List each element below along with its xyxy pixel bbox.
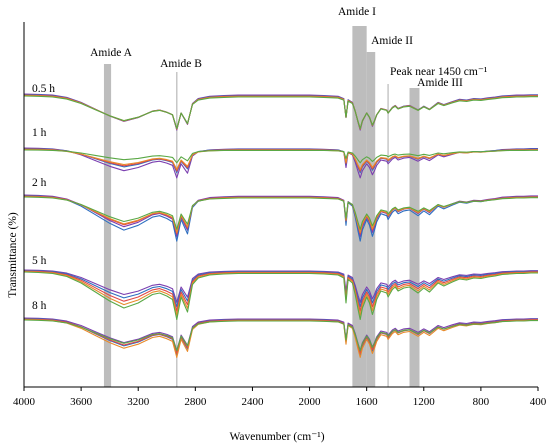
spectrum-line-3-3 (23, 270, 538, 316)
x-tick-label-7: 1200 (413, 396, 436, 408)
spectrum-line-2-4 (23, 196, 538, 230)
band-label-1: Amide B (160, 58, 202, 70)
time-label-2: 2 h (32, 177, 47, 189)
x-tick-label-2: 3200 (127, 396, 150, 408)
x-tick-label-9: 400 (530, 396, 547, 408)
time-label-1: 1 h (32, 127, 47, 139)
band-label-0: Amide A (90, 47, 133, 59)
time-label-0: 0.5 h (32, 83, 55, 95)
spectrum-line-1-4 (23, 149, 538, 164)
group-1 (23, 147, 538, 179)
spectra-series (23, 93, 538, 358)
time-label-4: 8 h (32, 300, 47, 312)
plot-frame (23, 22, 538, 388)
x-axis-title: Wavenumber (cm⁻¹) (229, 431, 324, 443)
band-region-4 (387, 84, 389, 387)
x-tick-label-8: 800 (473, 396, 490, 408)
spectrum-line-3-1 (23, 269, 538, 308)
group-3 (23, 269, 538, 321)
group-2 (23, 194, 538, 242)
time-label-3: 5 h (32, 255, 47, 267)
band-region-0 (103, 64, 112, 387)
spectrum-line-3-2 (23, 270, 538, 312)
spectrum-line-4-4 (23, 319, 538, 352)
band-region-5 (409, 88, 420, 387)
spectrum-line-0-4 (23, 95, 538, 130)
band-label-5: Amide III (417, 77, 463, 89)
spectrum-line-3-4 (23, 271, 538, 321)
spectrum-line-4-3 (23, 318, 538, 358)
x-axis-ticks: 4000 3600 3200 2800 2400 2000 1600 1200 800 400 (13, 387, 547, 408)
band-region-3 (366, 52, 376, 387)
y-axis-title: Transmittance (%) (7, 212, 19, 298)
spectrum-line-3-0 (23, 269, 538, 303)
annotation-labels: Amide A Amide B Amide I Amide II Peak near 1… (32, 6, 488, 312)
x-tick-label-4: 2400 (241, 396, 264, 408)
group-0 (23, 93, 538, 131)
x-tick-label-0: 4000 (13, 396, 36, 408)
x-tick-label-3: 2800 (184, 396, 207, 408)
band-label-4: Peak near 1450 cm⁻¹ (390, 66, 488, 78)
band-label-2: Amide I (338, 6, 376, 18)
group-4 (23, 317, 538, 358)
x-tick-label-1: 3600 (70, 396, 93, 408)
x-tick-label-6: 1600 (356, 396, 379, 408)
x-tick-label-5: 2000 (299, 396, 322, 408)
band-label-3: Amide II (371, 35, 413, 47)
